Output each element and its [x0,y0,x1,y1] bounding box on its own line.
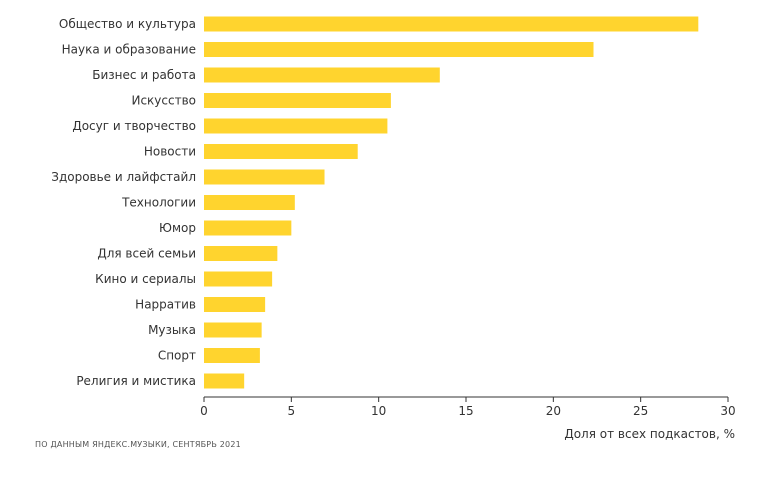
category-label: Новости [144,145,196,159]
bar [204,42,594,57]
category-label: Искусство [131,94,196,108]
bar [204,195,295,210]
x-tick-label: 0 [200,404,208,418]
x-axis-title: Доля от всех подкастов, % [564,427,735,441]
bar [204,322,262,338]
category-label: Спорт [158,349,196,363]
category-label: Кино и сериалы [95,272,196,286]
bar [204,93,391,108]
bar [204,16,699,32]
category-label: Наука и образование [62,43,196,57]
x-tick-label: 20 [546,404,561,418]
x-tick-label: 15 [458,404,473,418]
bars-layer [204,16,699,389]
category-label: Бизнес и работа [92,68,196,82]
bar [204,220,292,236]
category-label: Религия и мистика [76,374,196,388]
source-note: ПО ДАННЫМ ЯНДЕКС.МУЗЫКИ, СЕНТЯБРЬ 2021 [35,440,241,449]
bar [204,348,260,363]
category-label: Для всей семьи [97,247,196,261]
category-label: Музыка [148,323,196,337]
x-tick-label: 30 [720,404,735,418]
bar [204,144,358,159]
category-label: Здоровье и лайфстайл [51,170,196,184]
category-label: Нарратив [135,298,196,312]
category-label: Юмор [159,221,196,235]
x-tick-label: 25 [633,404,648,418]
category-label: Технологии [121,196,196,210]
bar [204,373,245,389]
bar [204,246,278,261]
category-label: Досуг и творчество [72,119,196,133]
bar [204,169,325,185]
category-label: Общество и культура [59,17,196,31]
bar [204,297,266,312]
x-axis-ticks: 0 5 10 15 20 25 30 [200,397,736,418]
x-tick-label: 10 [371,404,386,418]
bar [204,118,388,134]
x-tick-label: 5 [288,404,296,418]
category-labels: Общество и культура Наука и образование Би… [51,17,196,388]
bar [204,271,273,287]
bar [204,67,440,83]
